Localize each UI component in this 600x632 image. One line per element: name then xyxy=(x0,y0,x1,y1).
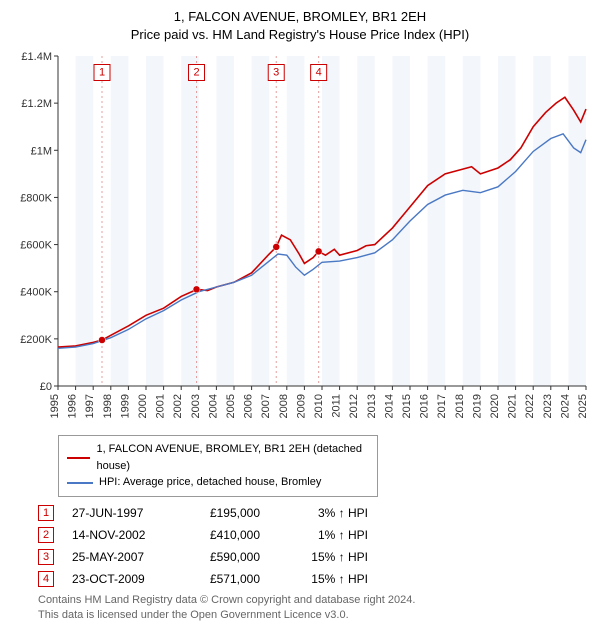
svg-text:2014: 2014 xyxy=(383,394,395,418)
svg-text:2009: 2009 xyxy=(295,394,307,418)
event-price: £590,000 xyxy=(190,550,260,564)
svg-text:£1.2M: £1.2M xyxy=(21,99,52,111)
svg-text:2: 2 xyxy=(193,67,199,79)
event-price: £410,000 xyxy=(190,528,260,542)
event-delta: 15% ↑ HPI xyxy=(278,572,368,586)
svg-text:1995: 1995 xyxy=(49,394,61,418)
legend-label: 1, FALCON AVENUE, BROMLEY, BR1 2EH (deta… xyxy=(96,441,369,474)
chart-svg: £0 £200K £400K £600K £800K £1M £1.2M £1.4M 1995 1… xyxy=(8,50,592,430)
svg-text:2013: 2013 xyxy=(366,394,378,418)
event-delta: 15% ↑ HPI xyxy=(278,550,368,564)
svg-text:2006: 2006 xyxy=(243,394,255,418)
svg-text:2024: 2024 xyxy=(559,394,571,418)
svg-text:1996: 1996 xyxy=(67,394,79,418)
svg-text:4: 4 xyxy=(316,67,322,79)
svg-text:1998: 1998 xyxy=(102,394,114,418)
svg-text:2008: 2008 xyxy=(278,394,290,418)
svg-text:2023: 2023 xyxy=(542,394,554,418)
svg-text:£200K: £200K xyxy=(20,334,52,346)
svg-text:2021: 2021 xyxy=(507,394,519,418)
svg-text:2005: 2005 xyxy=(225,394,237,418)
svg-text:2000: 2000 xyxy=(137,394,149,418)
legend-swatch xyxy=(67,482,93,484)
svg-text:2002: 2002 xyxy=(172,394,184,418)
svg-text:2016: 2016 xyxy=(419,394,431,418)
legend-item: 1, FALCON AVENUE, BROMLEY, BR1 2EH (deta… xyxy=(67,441,369,474)
svg-text:2022: 2022 xyxy=(524,394,536,418)
attribution-line: Contains HM Land Registry data © Crown c… xyxy=(38,593,592,608)
svg-text:3: 3 xyxy=(273,67,279,79)
event-marker: 2 xyxy=(38,527,54,543)
svg-text:2020: 2020 xyxy=(489,394,501,418)
event-row: 4 23-OCT-2009 £571,000 15% ↑ HPI xyxy=(38,571,592,587)
attribution-line: This data is licensed under the Open Gov… xyxy=(38,608,592,623)
event-delta: 3% ↑ HPI xyxy=(278,506,368,520)
svg-text:£1.4M: £1.4M xyxy=(21,51,52,63)
legend-swatch xyxy=(67,457,90,459)
event-row: 1 27-JUN-1997 £195,000 3% ↑ HPI xyxy=(38,505,592,521)
svg-text:2012: 2012 xyxy=(348,394,360,418)
price-chart: £0 £200K £400K £600K £800K £1M £1.2M £1.4M 1995 1… xyxy=(8,50,592,430)
svg-text:£600K: £600K xyxy=(20,240,52,252)
svg-text:2017: 2017 xyxy=(436,394,448,418)
event-row: 2 14-NOV-2002 £410,000 1% ↑ HPI xyxy=(38,527,592,543)
svg-text:1: 1 xyxy=(99,67,105,79)
svg-text:1997: 1997 xyxy=(84,394,96,418)
event-price: £571,000 xyxy=(190,572,260,586)
svg-text:2018: 2018 xyxy=(454,394,466,418)
svg-text:2019: 2019 xyxy=(471,394,483,418)
title-line-1: 1, FALCON AVENUE, BROMLEY, BR1 2EH xyxy=(8,8,592,26)
title-line-2: Price paid vs. HM Land Registry's House … xyxy=(8,26,592,44)
svg-text:2003: 2003 xyxy=(190,394,202,418)
svg-text:2007: 2007 xyxy=(260,394,272,418)
event-marker: 1 xyxy=(38,505,54,521)
svg-text:£400K: £400K xyxy=(20,287,52,299)
event-delta: 1% ↑ HPI xyxy=(278,528,368,542)
attribution: Contains HM Land Registry data © Crown c… xyxy=(38,593,592,624)
event-row: 3 25-MAY-2007 £590,000 15% ↑ HPI xyxy=(38,549,592,565)
svg-text:2015: 2015 xyxy=(401,394,413,418)
svg-text:2004: 2004 xyxy=(207,394,219,418)
event-date: 25-MAY-2007 xyxy=(72,550,172,564)
event-date: 14-NOV-2002 xyxy=(72,528,172,542)
sale-events-table: 1 27-JUN-1997 £195,000 3% ↑ HPI 2 14-NOV-2002… xyxy=(38,505,592,587)
event-marker: 4 xyxy=(38,571,54,587)
event-date: 23-OCT-2009 xyxy=(72,572,172,586)
svg-text:2011: 2011 xyxy=(331,394,343,418)
svg-text:£1M: £1M xyxy=(31,146,52,158)
event-marker: 3 xyxy=(38,549,54,565)
event-date: 27-JUN-1997 xyxy=(72,506,172,520)
svg-text:£800K: £800K xyxy=(20,193,52,205)
legend: 1, FALCON AVENUE, BROMLEY, BR1 2EH (deta… xyxy=(58,435,378,497)
page: 1, FALCON AVENUE, BROMLEY, BR1 2EH Price… xyxy=(0,0,600,632)
event-price: £195,000 xyxy=(190,506,260,520)
chart-title-block: 1, FALCON AVENUE, BROMLEY, BR1 2EH Price… xyxy=(8,8,592,44)
svg-text:£0: £0 xyxy=(40,381,52,393)
legend-label: HPI: Average price, detached house, Brom… xyxy=(99,474,321,491)
svg-text:1999: 1999 xyxy=(119,394,131,418)
svg-text:2010: 2010 xyxy=(313,394,325,418)
svg-text:2001: 2001 xyxy=(155,394,167,418)
legend-item: HPI: Average price, detached house, Brom… xyxy=(67,474,369,491)
svg-text:2025: 2025 xyxy=(577,394,589,418)
